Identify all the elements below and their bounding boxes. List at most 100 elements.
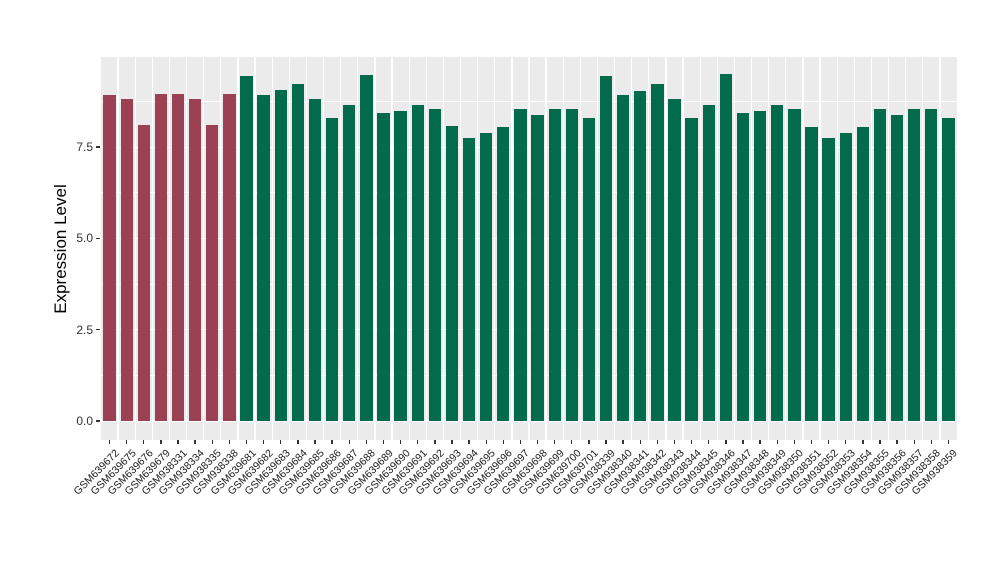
x-tick-mark [605,440,607,444]
expression-bar [856,126,869,421]
vertical-gridline [545,57,547,440]
minor-gridline [101,192,957,194]
expression-bar [702,104,715,421]
minor-gridline [101,283,957,285]
vertical-gridline [220,57,222,440]
x-tick-mark [280,440,282,444]
expression-bar [565,108,578,421]
major-gridline [101,237,957,240]
vertical-gridline [134,57,136,440]
x-tick-mark [468,440,470,444]
x-tick-mark [177,440,179,444]
expression-bar [908,108,921,421]
x-tick-mark [588,440,590,444]
vertical-gridline [631,57,633,440]
vertical-gridline [391,57,393,440]
expression-bar [668,98,681,421]
x-tick-mark [896,440,898,444]
x-tick-mark [930,440,932,444]
expression-bar [582,117,596,421]
vertical-gridline [733,57,736,440]
expression-bar [428,109,441,421]
vertical-gridline [819,57,821,440]
x-tick-mark [382,440,385,444]
vertical-gridline [682,57,684,440]
expression-bar [548,109,561,421]
vertical-gridline [185,57,188,440]
vertical-gridline [288,57,290,440]
expression-bar [497,126,510,421]
expression-bar [223,93,236,421]
x-tick-mark [108,440,111,444]
x-tick-mark [434,440,436,444]
y-tick-label: 7.5 [76,140,93,155]
vertical-gridline [357,57,359,440]
expression-bar [188,98,202,421]
x-tick-mark [262,440,265,444]
expression-bar [377,113,390,421]
vertical-gridline [802,57,804,440]
expression-bar [685,117,698,421]
x-tick-mark [519,440,522,444]
x-tick-mark [656,440,659,444]
vertical-gridline [596,57,599,440]
y-tick-label: 2.5 [76,322,93,337]
vertical-gridline [648,57,650,440]
x-tick-mark [245,440,248,444]
vertical-gridline [579,57,581,440]
expression-bar [531,115,544,421]
vertical-gridline [203,57,205,440]
expression-bar [822,137,835,421]
vertical-gridline [665,57,667,440]
expression-bar [753,110,767,421]
vertical-gridline [476,57,479,440]
expression-bar [616,94,630,421]
x-tick-mark [451,440,453,444]
x-tick-mark [879,440,881,444]
x-tick-mark [125,440,128,444]
expression-bar [343,105,356,421]
minor-gridline [101,375,957,376]
vertical-gridline [750,57,753,440]
vertical-gridline [716,57,718,440]
expression-bar [103,94,116,421]
x-tick-mark [571,440,573,444]
y-tick-mark [96,146,100,148]
vertical-gridline [494,57,496,440]
vertical-gridline [768,57,770,440]
vertical-gridline [904,57,907,440]
x-tick-mark [348,440,350,444]
vertical-gridline [237,57,239,440]
vertical-gridline [836,57,838,440]
x-tick-mark [502,440,504,444]
x-tick-mark [228,440,231,444]
x-tick-mark [314,440,316,444]
vertical-gridline [511,57,513,440]
expression-bar [942,117,955,421]
vertical-gridline [785,57,787,440]
x-tick-mark [622,440,624,444]
vertical-gridline [322,57,325,440]
expression-bar [514,109,527,421]
vertical-gridline [408,57,410,440]
x-tick-mark [194,440,196,444]
vertical-gridline [305,57,308,440]
vertical-gridline [459,57,462,440]
y-tick-mark [96,237,100,240]
expression-bar [890,115,904,421]
expression-bar [274,90,287,421]
expression-bar [394,110,407,421]
vertical-gridline [562,57,564,440]
expression-bar [788,109,801,421]
x-tick-mark [160,440,162,444]
vertical-gridline [699,57,701,440]
x-tick-mark [810,440,813,444]
x-tick-mark [639,440,641,444]
x-tick-mark [913,440,915,444]
expression-bar [651,83,664,421]
vertical-gridline [151,57,153,440]
vertical-gridline [887,57,890,440]
expression-bar [411,104,424,421]
x-tick-mark [143,440,145,444]
